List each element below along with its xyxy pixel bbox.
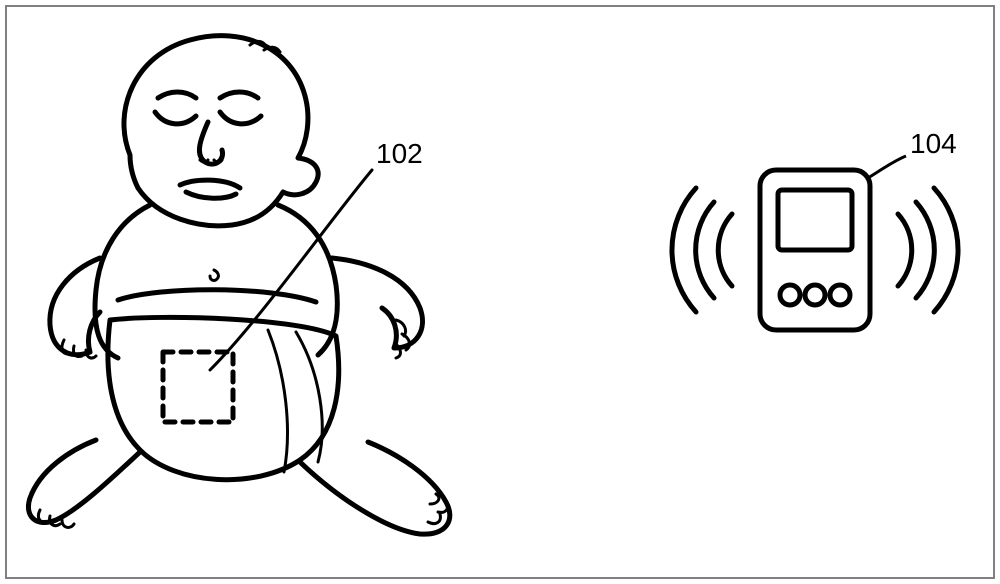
device-screen: [778, 190, 852, 250]
device-button-3: [830, 285, 850, 305]
label-104: 104: [910, 128, 957, 160]
baby-drawing: [28, 36, 449, 534]
signal-arc-left-3: [672, 188, 696, 312]
baby-belly: [118, 290, 316, 302]
baby-eye-right: [220, 112, 261, 124]
signal-arc-left-2: [696, 202, 714, 298]
baby-mouth: [180, 180, 240, 198]
baby-diaper: [108, 317, 339, 479]
sensor-patch: [163, 352, 233, 422]
leader-line-104: [868, 156, 906, 178]
signal-arc-left-1: [718, 214, 732, 286]
baby-arm-right: [332, 258, 422, 348]
baby-navel: [210, 270, 218, 280]
patent-figure-svg: [0, 0, 1000, 584]
baby-diaper-fold-1: [268, 330, 287, 472]
signal-arc-right-3: [934, 188, 958, 312]
signal-arc-right-1: [898, 214, 912, 286]
baby-leg-left: [28, 440, 140, 523]
device-button-1: [780, 285, 800, 305]
device-button-2: [805, 285, 825, 305]
baby-eye-left: [155, 112, 196, 124]
baby-brow-left: [158, 92, 196, 98]
signal-arc-right-2: [916, 202, 934, 298]
baby-leg-right: [300, 442, 450, 534]
baby-arm-left: [50, 258, 100, 355]
leader-line-102: [210, 170, 372, 370]
handheld-device: [760, 156, 906, 330]
baby-nose: [199, 122, 222, 164]
label-102: 102: [376, 138, 423, 170]
baby-brow-right: [220, 92, 258, 98]
